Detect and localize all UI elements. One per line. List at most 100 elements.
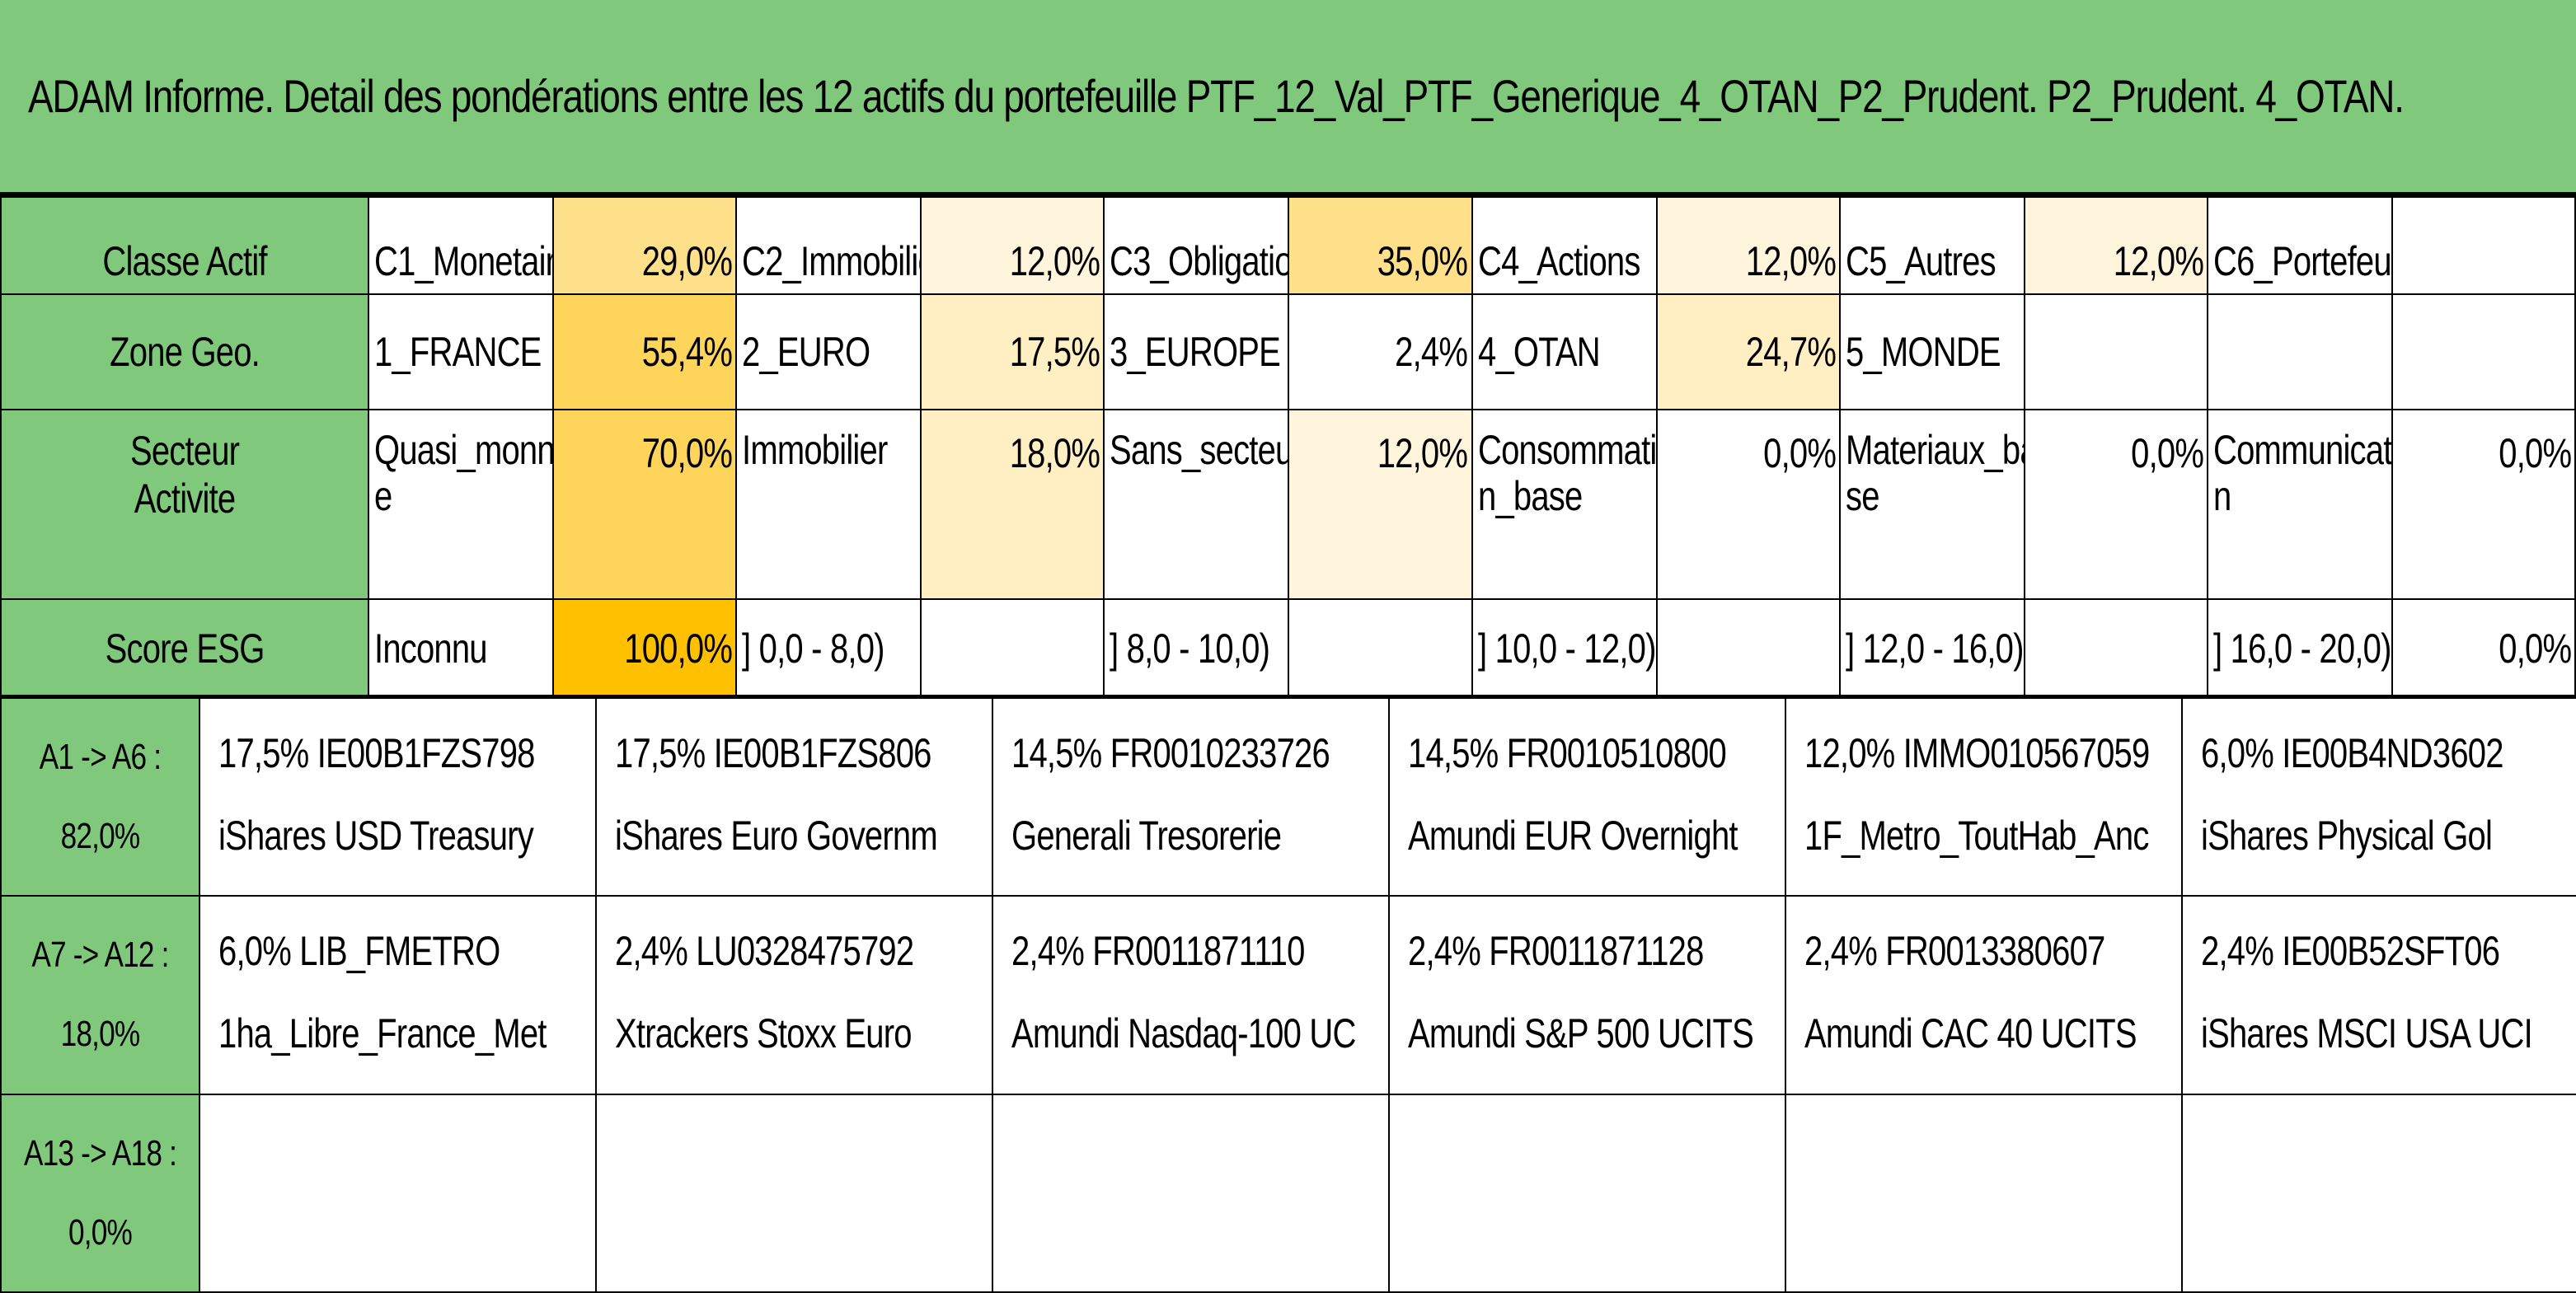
- category-weight-text: 0,0%: [2499, 430, 2572, 476]
- category-weight-text: 12,0%: [1377, 430, 1468, 476]
- asset-cell: 12,0% IMMO010567059 1F_Metro_ToutHab_Anc: [1785, 696, 2183, 897]
- summary-table: Classe Actif C1_Monetaire 29,0%C2_Immobili…: [0, 196, 2576, 699]
- category-weight: 0,0%: [2391, 598, 2576, 699]
- asset-group-row: A1 -> A6 : 82,0% 17,5% IE00B1FZS798 iShares…: [0, 696, 2576, 897]
- report-title-bar: ADAM Informe. Detail des pondérations en…: [0, 0, 2576, 196]
- asset-name: Amundi CAC 40 UCITS: [1804, 1010, 2137, 1056]
- category-name-text: 2_EURO: [742, 329, 870, 375]
- asset-cell: 2,4% IE00B52SFT06 iShares MSCI USA UCI: [2181, 894, 2576, 1095]
- asset-name: Amundi S&P 500 UCITS: [1408, 1010, 1754, 1056]
- category-weight-text: 35,0%: [1377, 238, 1468, 284]
- category-weight: 12,0%: [2023, 196, 2208, 295]
- asset-weight-isin: 17,5% IE00B1FZS806: [615, 730, 931, 776]
- category-weight: [2391, 293, 2576, 410]
- category-weight: 0,0%: [2023, 409, 2208, 600]
- category-name: 1_FRANCE: [368, 293, 555, 410]
- row-label: Zone Geo.: [0, 293, 370, 410]
- asset-cell: [595, 1093, 993, 1293]
- category-name-text: ] 12,0 - 16,0): [1845, 625, 2024, 672]
- category-weight-text: 100,0%: [624, 625, 733, 672]
- category-weight: 100,0%: [552, 598, 738, 699]
- asset-cell: 6,0% LIB_FMETRO 1ha_Libre_France_Met: [199, 894, 597, 1095]
- category-name-line1: Communicatio: [2212, 427, 2392, 473]
- row-label-text: Zone Geo.: [110, 329, 260, 375]
- asset-group-row: A7 -> A12 : 18,0% 6,0% LIB_FMETRO 1ha_Libre…: [0, 894, 2576, 1095]
- category-name-line1: Consommatio: [1477, 427, 1657, 473]
- category-name-text: C2_Immobilier: [742, 238, 919, 284]
- category-weight: 0,0%: [2391, 409, 2576, 600]
- category-weight: 24,7%: [1655, 293, 1841, 410]
- asset-cell: 2,4% FR0011871128 Amundi S&P 500 UCITS: [1388, 894, 1786, 1095]
- asset-cell: 2,4% FR0013380607 Amundi CAC 40 UCITS: [1785, 894, 2183, 1095]
- category-name-text: ] 16,0 - 20,0): [2212, 625, 2391, 672]
- category-name-line1: Materiaux_ba: [1845, 427, 2025, 473]
- asset-name: 1ha_Libre_France_Met: [218, 1010, 547, 1056]
- asset-name: iShares MSCI USA UCI: [2201, 1010, 2533, 1056]
- category-weight: 12,0%: [920, 196, 1105, 295]
- category-name: C3_Obligations: [1103, 196, 1290, 295]
- category-weight-text: 12,0%: [1009, 238, 1100, 284]
- category-weight-text: 0,0%: [2130, 430, 2204, 476]
- category-name: C6_Portefeuille: [2206, 196, 2393, 295]
- category-name-text: C5_Autres: [1845, 238, 1997, 284]
- category-name: C2_Immobilier: [735, 196, 922, 295]
- category-weight: [2023, 598, 2208, 699]
- row-label-text: Classe Actif: [102, 238, 267, 284]
- esg-row: Score ESG Inconnu 100,0%] 0,0 - 8,0)] 8,0 …: [0, 598, 2576, 699]
- category-name: Consommatio n_base: [1471, 409, 1658, 600]
- category-name-line2: n_base: [1477, 473, 1583, 519]
- zone-geo-row: Zone Geo. 1_FRANCE 55,4% 2_EURO 17,5% 3_EUROP…: [0, 293, 2576, 410]
- category-weight-text: 17,5%: [1009, 329, 1100, 375]
- category-weight: [1288, 598, 1473, 699]
- category-weight: 0,0%: [1655, 409, 1841, 600]
- assets-table: A1 -> A6 : 82,0% 17,5% IE00B1FZS798 iShares…: [0, 695, 2576, 1293]
- category-name: [2206, 293, 2393, 410]
- asset-weight-isin: 2,4% FR0011871110: [1011, 927, 1305, 974]
- category-weight-text: 18,0%: [1009, 430, 1100, 476]
- category-name-line1: Immobilier: [742, 427, 888, 473]
- category-weight: 2,4%: [1288, 293, 1473, 410]
- asset-cell: 6,0% IE00B4ND3602 iShares Physical Gol: [2181, 696, 2576, 897]
- asset-weight-isin: 2,4% IE00B52SFT06: [2201, 927, 2500, 974]
- asset-name: Amundi EUR Overnight: [1408, 813, 1738, 859]
- category-name: Quasi_monnaie: [368, 409, 555, 600]
- asset-group-label: A1 -> A6 : 82,0%: [0, 696, 200, 897]
- category-name: ] 0,0 - 8,0): [735, 598, 922, 699]
- asset-cell: [992, 1093, 1390, 1293]
- category-weight-text: 2,4%: [1395, 329, 1469, 375]
- asset-group-label: A13 -> A18 : 0,0%: [0, 1093, 200, 1293]
- asset-name: Generali Tresorerie: [1011, 813, 1282, 859]
- asset-cell: [1388, 1093, 1786, 1293]
- category-weight: 12,0%: [1288, 409, 1473, 600]
- category-weight-text: 12,0%: [2113, 238, 2203, 284]
- category-weight: 12,0%: [1655, 196, 1841, 295]
- category-name-text: ] 0,0 - 8,0): [742, 625, 885, 672]
- category-weight-text: 0,0%: [1762, 430, 1837, 476]
- row-label: Classe Actif: [0, 196, 370, 295]
- asset-cell: 17,5% IE00B1FZS806 iShares Euro Governm: [595, 696, 993, 897]
- category-name-text: C3_Obligations: [1110, 238, 1287, 284]
- category-weight: [2391, 196, 2576, 295]
- asset-weight-isin: 2,4% LU0328475792: [615, 927, 914, 974]
- category-weight: [1655, 598, 1841, 699]
- category-name-line2: se: [1845, 473, 1879, 519]
- asset-group-total: 18,0%: [60, 1014, 141, 1054]
- category-name: C5_Autres: [1838, 196, 2025, 295]
- category-name: ] 8,0 - 10,0): [1103, 598, 1290, 699]
- category-name: Inconnu: [368, 598, 555, 699]
- category-weight-text: 24,7%: [1745, 329, 1836, 375]
- category-name: Communication: [2206, 409, 2393, 600]
- category-name: 2_EURO: [735, 293, 922, 410]
- category-name-text: C4_Actions: [1477, 238, 1640, 284]
- category-weight: 70,0%: [552, 409, 738, 600]
- category-name: ] 10,0 - 12,0): [1471, 598, 1658, 699]
- row-label-line1: Secteur: [129, 428, 240, 474]
- row-label-line2: Activite: [134, 476, 236, 522]
- asset-weight-isin: 2,4% FR0011871128: [1408, 927, 1704, 974]
- asset-group-row: A13 -> A18 : 0,0%: [0, 1093, 2576, 1293]
- category-name-line2: e: [374, 473, 392, 519]
- asset-name: iShares Physical Gol: [2201, 813, 2493, 859]
- asset-name: Xtrackers Stoxx Euro: [615, 1010, 912, 1056]
